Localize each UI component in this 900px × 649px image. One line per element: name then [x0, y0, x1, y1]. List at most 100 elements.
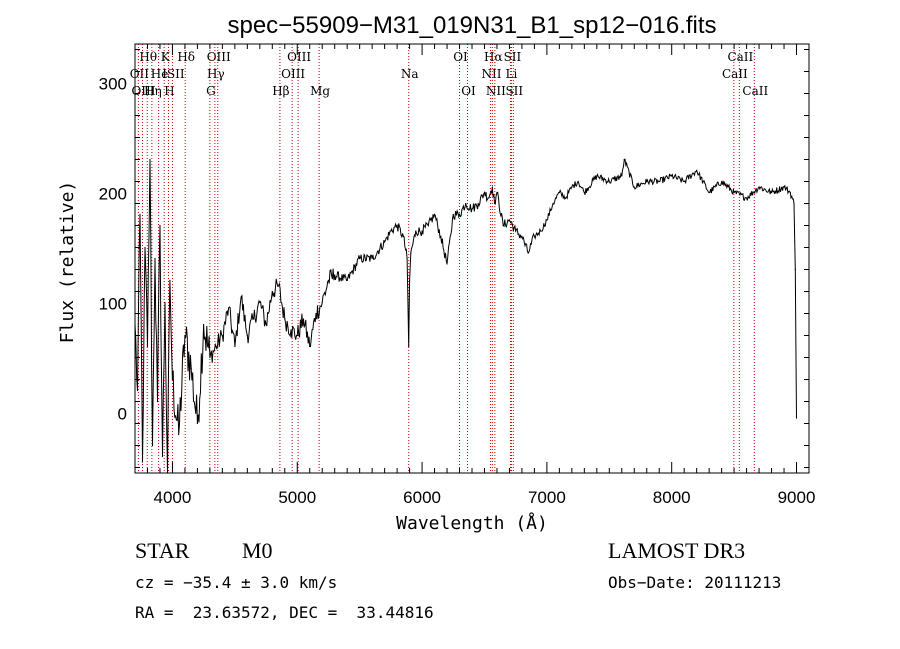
spectrum-point [540, 230, 542, 232]
spectrum-point [440, 235, 442, 238]
spectrum-point [221, 334, 223, 337]
spectrum-point [427, 224, 429, 227]
spectrum-point [169, 279, 171, 282]
spectrum-point [721, 180, 723, 183]
line-marker-label-4: Hη [144, 84, 162, 98]
spectrum-point [410, 252, 412, 254]
spectrum-point [234, 345, 236, 348]
spectrum-point [552, 202, 554, 205]
spectrum-point [284, 318, 286, 320]
spectrum-point [415, 230, 417, 232]
x-tick-label: 6000 [403, 488, 441, 507]
spectrum-point [502, 224, 504, 227]
spectrum-point [228, 307, 230, 309]
line-marker-label-18: OI [461, 84, 476, 98]
spectrum-point [446, 263, 448, 265]
spectrum-point [795, 417, 798, 419]
spectrum-line [134, 158, 797, 474]
spectrum-point [203, 323, 205, 326]
spectrum-point [371, 257, 373, 260]
spectrum-point [334, 274, 336, 276]
spectrum-point [577, 180, 579, 183]
y-tick-label: 0 [118, 405, 127, 424]
spectrum-point [608, 180, 610, 183]
spectrum-point [565, 197, 567, 199]
spectrum-point [277, 285, 280, 287]
spectrum-point [623, 158, 625, 161]
spectrum-point [164, 301, 166, 304]
line-marker-label-0: Hθ [139, 50, 157, 64]
obs-date-text: Obs−Date: 20111213 [608, 573, 782, 592]
spectrum-point [683, 180, 685, 183]
line-marker-label-20: SII [504, 50, 522, 64]
spectrum-point [252, 318, 255, 320]
spectrum-point [146, 345, 149, 348]
spectrum-point [493, 202, 496, 205]
spectrum-point [144, 246, 146, 249]
spectrum-point [402, 235, 404, 238]
spectrum-point [209, 356, 211, 359]
spectrum-point [491, 186, 493, 188]
spectrum-series [134, 158, 798, 474]
spectrum-point [271, 290, 273, 293]
line-marker-label-19: Hα [484, 50, 503, 64]
plot-frame [134, 43, 810, 474]
spectrum-point [583, 191, 585, 194]
line-marker-label-27: CaII [742, 84, 768, 98]
spectrum-point [240, 296, 242, 298]
spectrum-point [421, 230, 423, 232]
spectrum-point [521, 235, 523, 238]
line-marker-label-10: Hγ [207, 67, 225, 81]
spectrum-point [359, 257, 361, 260]
x-axis-label: Wavelength (Å) [396, 512, 548, 534]
spectrum-point [758, 186, 760, 188]
survey-name: LAMOST DR3 [608, 538, 746, 563]
line-marker-label-25: CaII [727, 50, 753, 64]
spectrum-point [246, 334, 248, 337]
spectrum-point [149, 158, 151, 161]
spectrum-point [408, 345, 410, 348]
spectrum-point [384, 241, 386, 243]
spectrum-point [408, 279, 411, 282]
x-tick-label: 9000 [778, 488, 816, 507]
spectrum-point [527, 252, 529, 254]
x-tick-label: 5000 [278, 488, 316, 507]
line-marker-label-1: OII [130, 67, 150, 81]
spectrum-point [458, 213, 461, 216]
spectrum-point [178, 433, 180, 436]
spectrum-point [487, 197, 489, 199]
redshift-text: cz = −35.4 ± 3.0 km/s [135, 573, 338, 592]
spectrum-point [646, 180, 648, 183]
line-marker-label-13: OIII [281, 67, 305, 81]
spectrum-point [346, 279, 348, 282]
spectrum-point [215, 345, 217, 348]
spectrum-point [139, 213, 141, 216]
line-marker-label-6: H [164, 84, 174, 98]
spectrum-point [321, 301, 323, 304]
spectrum-point [433, 213, 436, 216]
spectrum-point [733, 191, 735, 194]
spectrum-point [452, 213, 454, 216]
line-marker-label-5: K [161, 50, 171, 64]
line-marker-label-24: SII [505, 84, 523, 98]
spectrum-point [477, 202, 479, 205]
spectrum-point [156, 400, 159, 403]
spectrum-point [296, 334, 298, 337]
spectrum-point [571, 186, 573, 188]
spectrum-point [558, 191, 560, 194]
spectrum-point [596, 175, 598, 177]
spectrum-point [290, 329, 292, 331]
line-marker-label-26: CaII [722, 67, 748, 81]
spectrum-point [515, 230, 517, 232]
spectrum-point [671, 175, 673, 177]
spectrum-point [708, 191, 710, 194]
spectrum-point [633, 186, 635, 188]
line-marker-label-8: Hδ [177, 50, 195, 64]
spectrum-point [508, 219, 511, 221]
line-marker-label-21: NII [481, 67, 501, 81]
y-tick-label: 200 [99, 185, 127, 204]
spectrum-point [136, 389, 139, 392]
spectrum-point [259, 301, 261, 304]
spectrum-point [171, 378, 174, 381]
